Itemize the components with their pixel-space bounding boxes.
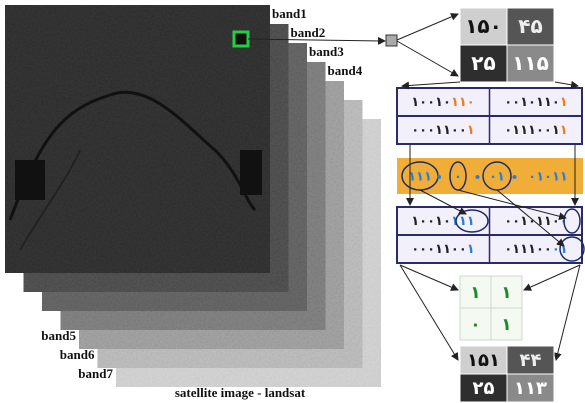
bits: ۰۰۰۱۱۰۰	[411, 123, 467, 138]
band-label: band5	[41, 328, 76, 343]
message-bits: ۰	[454, 170, 462, 185]
bits: ۱۰۰۱۰	[411, 214, 451, 229]
binary-value: ۰۱۱۱۰۰۱۱	[504, 123, 567, 138]
binary-value: ۰۰۰۱۱۰۰۱	[411, 123, 474, 138]
pixel-value: ۱۵۰	[465, 14, 502, 38]
pixel-value: ۴۵	[518, 14, 542, 38]
binary-value: ۰۰۰۱۱۰۰۱	[411, 242, 474, 257]
band-label: band6	[60, 347, 95, 362]
binary-value: ۱۰۰۱۰۱۱۰	[411, 95, 475, 110]
pixel-value: ۱۵۱	[467, 350, 500, 371]
caption: satellite image - landsat	[175, 385, 306, 400]
connector	[397, 14, 458, 40]
pixel-value: ۱۱۵	[512, 51, 549, 75]
bits: ۰۰۰۱۱۰۰	[411, 242, 467, 257]
band-label: band4	[328, 63, 363, 78]
pixel-value: ۱۱۳	[514, 378, 547, 399]
bits: ۰۰۱۰۱۱۰	[504, 214, 560, 229]
park	[240, 150, 262, 195]
separator	[437, 175, 441, 179]
lsb-bit: ۰	[470, 315, 480, 335]
connector	[402, 82, 460, 86]
band-layer	[5, 5, 270, 273]
lsb-bits: ۱۱۱	[451, 214, 475, 229]
lsb-bits: ۱	[467, 123, 475, 138]
bits: ۱۰۰۱۰	[411, 95, 451, 110]
lsb-bits: ۱	[560, 123, 568, 138]
connector	[397, 41, 458, 76]
message-bits: ۱۱۱	[408, 170, 432, 185]
message-bits: ۰۱	[489, 170, 505, 185]
lsb-bit: ۱	[470, 283, 480, 303]
diagram: band7 band6 band5 band4 band3 band2 band1 satel…	[0, 0, 585, 403]
binary-value: ۰۰۱۰۱۱۰۱	[504, 95, 567, 110]
connector	[524, 265, 580, 290]
pixel-value: ۴۴	[520, 350, 542, 371]
binary-value: ۱۰۰۱۰۱۱۱	[411, 214, 475, 229]
bits: ۰۱۱۱۰۰	[504, 242, 552, 257]
connector	[400, 265, 458, 290]
connector	[555, 82, 578, 86]
pixel-icon	[386, 35, 397, 46]
lsb-bits: ۱	[560, 95, 568, 110]
lsb-bits: ۱۱۰	[451, 95, 475, 110]
selected-pixel	[234, 32, 248, 46]
bits: ۰۱۱۱۰۰۱	[504, 123, 560, 138]
binary-value: ۰۱۱۱۰۰۰۱	[504, 242, 567, 257]
layer-texture	[5, 5, 270, 273]
separator	[476, 175, 480, 179]
separator	[513, 175, 517, 179]
band-label: band7	[78, 366, 113, 381]
pixel-value: ۲۵	[473, 378, 495, 399]
park	[15, 160, 45, 200]
band-label: band2	[291, 25, 326, 40]
band-label: band1	[272, 6, 307, 21]
connector	[400, 265, 458, 360]
pixel-value: ۲۵	[471, 51, 495, 75]
lsb-bit: ۱	[501, 283, 511, 303]
connector	[556, 265, 580, 360]
band-label: band3	[309, 44, 344, 59]
lsb-bits: ۱	[467, 242, 475, 257]
bits: ۰۰۱۰۱۱۰	[504, 95, 560, 110]
message-bits: ۰۱۰۱۱	[528, 170, 568, 185]
lsb-bit: ۱	[501, 315, 511, 335]
